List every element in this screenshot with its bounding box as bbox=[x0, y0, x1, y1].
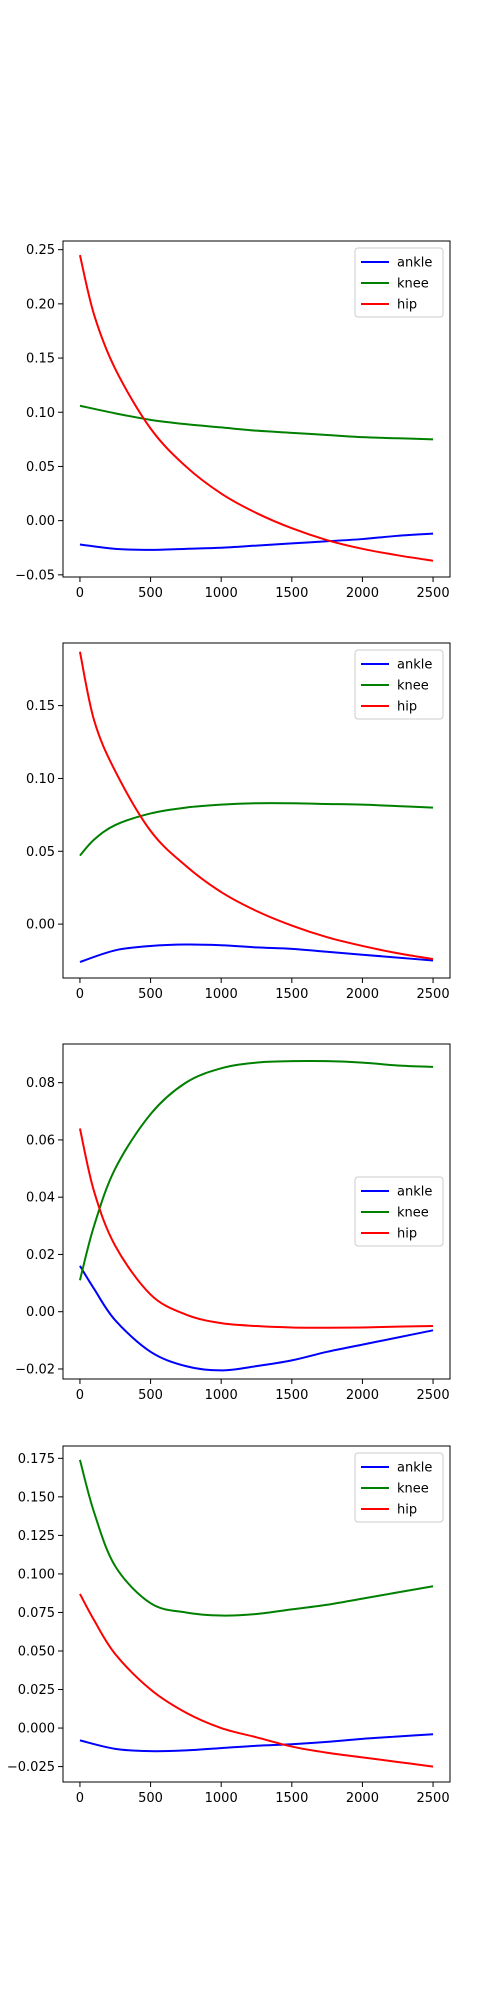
legend-frame bbox=[354, 247, 444, 318]
legend-label-ankle: ankle bbox=[397, 1185, 432, 1200]
y-tick-label: 0.20 bbox=[26, 297, 55, 312]
series-line-ankle bbox=[79, 532, 434, 551]
x-tick-label: 2500 bbox=[417, 586, 450, 601]
legend-label-hip: hip bbox=[397, 1227, 417, 1242]
y-tick-label: 0.050 bbox=[18, 1644, 55, 1659]
x-tick-label: 1500 bbox=[275, 987, 308, 1002]
y-tick-label: 0.02 bbox=[26, 1248, 55, 1263]
x-tick-label: 1000 bbox=[205, 1791, 238, 1806]
y-tick-label: 0.075 bbox=[18, 1606, 55, 1621]
y-tick-label: 0.100 bbox=[18, 1567, 55, 1582]
series-line-knee bbox=[78, 1060, 434, 1281]
legend-frame bbox=[354, 1452, 444, 1523]
legend-label-knee: knee bbox=[397, 1482, 429, 1497]
x-tick-label: 1500 bbox=[275, 1791, 308, 1806]
y-tick-label: 0.04 bbox=[26, 1191, 55, 1206]
x-tick-label: 2500 bbox=[417, 987, 450, 1002]
x-tick-label: 1000 bbox=[205, 1388, 238, 1403]
legend-label-hip: hip bbox=[397, 1503, 417, 1518]
y-tick-label: −0.05 bbox=[15, 568, 55, 583]
x-tick-label: 2500 bbox=[417, 1388, 450, 1403]
y-tick-label: −0.025 bbox=[7, 1760, 55, 1775]
axes-frame bbox=[62, 240, 451, 578]
x-tick-label: 1500 bbox=[275, 586, 308, 601]
series-line-knee bbox=[78, 1459, 434, 1617]
y-tick-label: 0.00 bbox=[26, 918, 55, 933]
legend: ankle knee hip bbox=[354, 649, 444, 720]
legend-label-knee: knee bbox=[397, 1206, 429, 1221]
y-tick-label: 0.00 bbox=[26, 514, 55, 529]
y-tick-label: 0.10 bbox=[26, 772, 55, 787]
legend: ankle knee hip bbox=[354, 1176, 444, 1247]
series-line-knee bbox=[79, 802, 434, 857]
y-tick-label: 0.025 bbox=[18, 1683, 55, 1698]
y-tick-label: 0.00 bbox=[26, 1305, 55, 1320]
x-tick-label: 0 bbox=[76, 1791, 84, 1806]
x-tick-label: 1000 bbox=[205, 987, 238, 1002]
legend: ankle knee hip bbox=[354, 247, 444, 318]
series-line-hip bbox=[79, 1593, 434, 1768]
legend-label-knee: knee bbox=[397, 277, 429, 292]
y-tick-label: 0.05 bbox=[26, 845, 55, 860]
legend-frame bbox=[354, 1176, 444, 1247]
y-tick-label: 0.15 bbox=[26, 352, 55, 367]
y-tick-label: 0.08 bbox=[26, 1076, 55, 1091]
y-tick-label: −0.02 bbox=[15, 1362, 55, 1377]
y-tick-label: 0.175 bbox=[18, 1452, 55, 1467]
series-line-hip bbox=[78, 651, 434, 961]
series-line-ankle bbox=[79, 1265, 434, 1372]
subplot-3: 0 500 1000 1500 2000 2500 −0.02 0.00 0.02 0.04 0.0… bbox=[15, 1043, 451, 1403]
y-tick-label: 0.125 bbox=[18, 1529, 55, 1544]
x-tick-label: 1000 bbox=[205, 586, 238, 601]
legend-frame bbox=[354, 649, 444, 720]
y-tick-label: 0.06 bbox=[26, 1133, 55, 1148]
axes-frame bbox=[62, 1043, 451, 1380]
x-tick-label: 500 bbox=[138, 1388, 163, 1403]
y-tick-label: 0.000 bbox=[18, 1722, 55, 1737]
x-tick-label: 2500 bbox=[417, 1791, 450, 1806]
legend-label-ankle: ankle bbox=[397, 1461, 432, 1476]
x-tick-label: 0 bbox=[76, 1388, 84, 1403]
y-tick-label: 0.25 bbox=[26, 243, 55, 258]
x-tick-label: 0 bbox=[76, 987, 84, 1002]
y-tick-label: 0.15 bbox=[26, 699, 55, 714]
x-tick-label: 500 bbox=[138, 987, 163, 1002]
x-tick-label: 2000 bbox=[346, 586, 379, 601]
x-tick-label: 1500 bbox=[275, 1388, 308, 1403]
x-tick-label: 2000 bbox=[346, 1388, 379, 1403]
series-line-knee bbox=[79, 404, 434, 441]
series-line-hip bbox=[78, 1128, 434, 1329]
series-line-ankle bbox=[79, 1733, 434, 1753]
x-tick-label: 0 bbox=[76, 586, 84, 601]
subplot-1: 0 500 1000 1500 2000 2500 −0.05 0.00 0.05 0.10 0.1… bbox=[15, 240, 451, 601]
legend-label-hip: hip bbox=[397, 700, 417, 715]
x-tick-label: 500 bbox=[138, 586, 163, 601]
x-tick-label: 2000 bbox=[346, 987, 379, 1002]
axes-frame bbox=[62, 642, 451, 979]
y-tick-label: 0.05 bbox=[26, 460, 55, 475]
subplot-4: 0 500 1000 1500 2000 2500 −0.025 0.000 0.025 0.05… bbox=[7, 1445, 451, 1806]
axes-frame bbox=[62, 1445, 451, 1783]
legend-label-knee: knee bbox=[397, 679, 429, 694]
legend-label-ankle: ankle bbox=[397, 256, 432, 271]
y-tick-label: 0.150 bbox=[18, 1490, 55, 1505]
legend-label-hip: hip bbox=[397, 298, 417, 313]
subplots-group: 0 500 1000 1500 2000 2500 −0.05 0.00 0.05 0.10 0.1… bbox=[7, 240, 451, 1806]
subplot-2: 0 500 1000 1500 2000 2500 0.00 0.05 0.10 0.15 ankl… bbox=[26, 642, 451, 1002]
x-tick-label: 2000 bbox=[346, 1791, 379, 1806]
series-line-ankle bbox=[79, 943, 434, 963]
legend-label-ankle: ankle bbox=[397, 658, 432, 673]
x-tick-label: 500 bbox=[138, 1791, 163, 1806]
legend: ankle knee hip bbox=[354, 1452, 444, 1523]
series-line-hip bbox=[78, 254, 434, 562]
y-tick-label: 0.10 bbox=[26, 406, 55, 421]
